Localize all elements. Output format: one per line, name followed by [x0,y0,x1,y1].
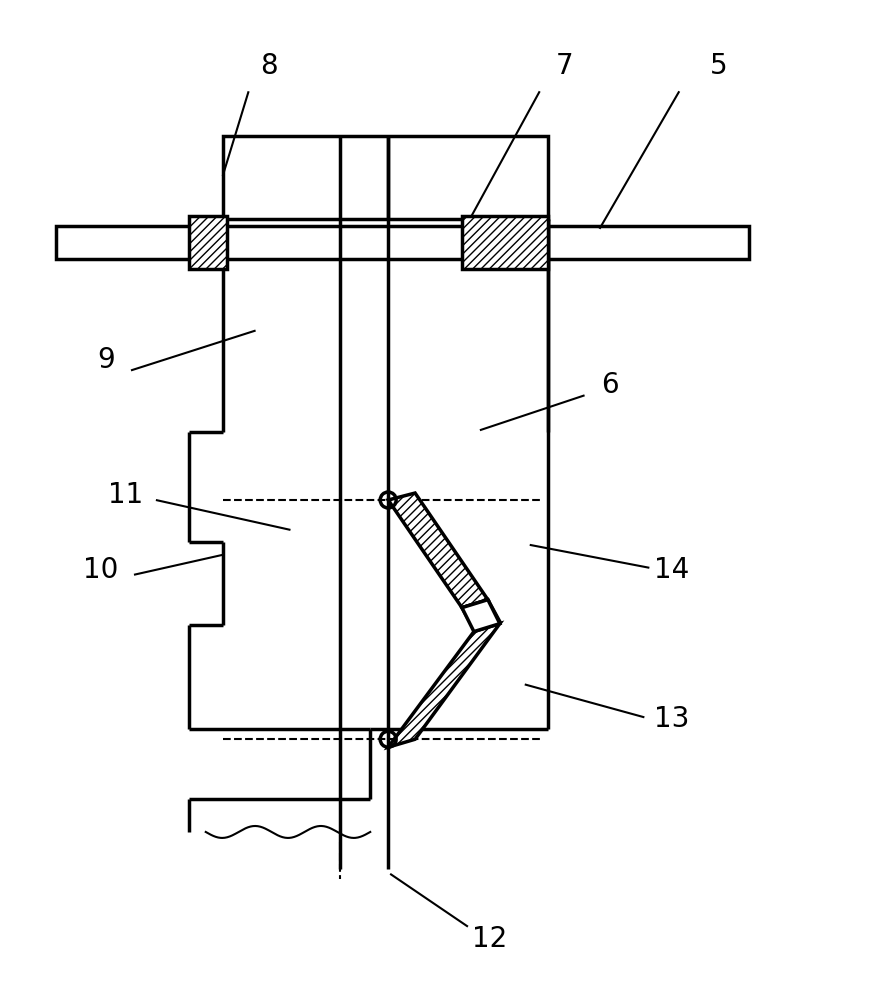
Bar [462,216,548,269]
Text: 13: 13 [654,705,689,733]
Bar [223,136,548,219]
Text: 12: 12 [472,925,507,953]
Polygon shape [462,600,500,630]
Text: 11: 11 [108,481,144,509]
Bar [189,216,226,269]
Polygon shape [388,493,488,608]
Text: 10: 10 [83,556,119,584]
Text: 5: 5 [710,52,728,80]
Bar [462,216,548,269]
Text: 14: 14 [654,556,689,584]
Text: 7: 7 [556,52,574,80]
Bar [189,216,226,269]
Text: 8: 8 [259,52,277,80]
Polygon shape [462,600,500,632]
Bar [56,226,749,259]
Polygon shape [388,624,500,747]
Text: 6: 6 [600,371,618,399]
Text: 9: 9 [97,346,115,374]
